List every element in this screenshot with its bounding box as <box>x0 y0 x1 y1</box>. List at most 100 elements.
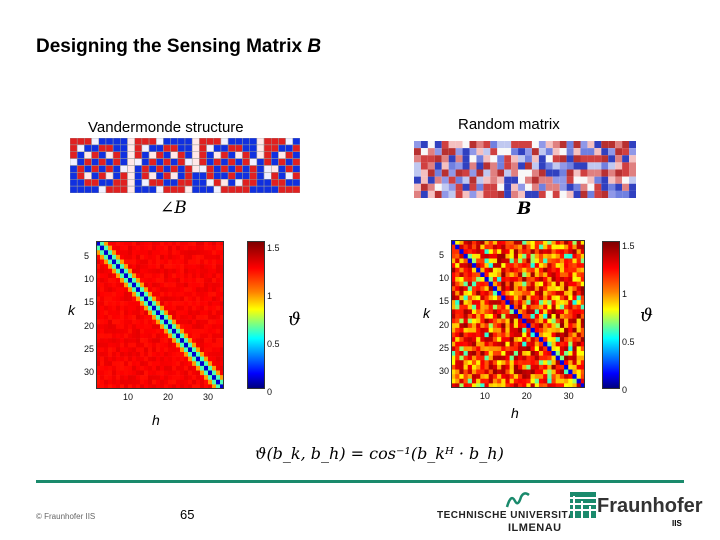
matrix-cell <box>545 155 553 163</box>
matrix-cell <box>120 144 128 153</box>
heatmap-cell <box>492 369 498 375</box>
heatmap-cell <box>168 347 173 353</box>
heatmap-cell <box>501 327 506 333</box>
heatmap-cell <box>220 324 224 330</box>
heatmap-cell <box>172 273 177 279</box>
matrix-cell <box>220 185 229 193</box>
heatmap-cell <box>104 278 109 283</box>
matrix-cell <box>285 185 294 193</box>
heatmap-cell <box>212 356 217 362</box>
heatmap-cell <box>136 245 141 251</box>
heatmap-cell <box>124 305 129 311</box>
heatmap-cell <box>192 315 197 320</box>
heatmap-cell <box>136 379 141 385</box>
matrix-cell <box>455 169 463 177</box>
heatmap-cell <box>576 277 582 282</box>
heatmap-cell <box>547 240 552 245</box>
heatmap-cell <box>513 281 519 287</box>
heatmap-cell <box>505 272 510 278</box>
heatmap-cell <box>564 290 569 296</box>
heatmap-cell <box>509 318 515 324</box>
heatmap-cell <box>497 286 502 292</box>
heatmap-cell <box>196 291 201 297</box>
b-label: B <box>517 199 532 219</box>
heatmap-cell <box>172 245 177 251</box>
heatmap-cell <box>204 356 209 362</box>
matrix-cell <box>504 162 512 170</box>
matrix-cell <box>497 162 505 170</box>
heatmap-cell <box>564 304 569 310</box>
tick-label: 20 <box>163 392 174 402</box>
heatmap-cell <box>120 301 125 307</box>
heatmap-cell <box>180 254 185 260</box>
heatmap-cell <box>522 281 527 287</box>
heatmap-cell <box>459 346 464 352</box>
heatmap-cell <box>136 324 141 330</box>
heatmap-cell <box>112 384 117 389</box>
matrix-cell <box>249 165 258 173</box>
heatmap-cell <box>459 258 464 264</box>
heatmap-cell <box>156 347 161 353</box>
heatmap-cell <box>220 375 224 381</box>
heatmap-cell <box>216 324 221 330</box>
heatmap-cell <box>108 361 113 367</box>
matrix-cell <box>91 172 99 180</box>
heatmap-cell <box>196 347 201 353</box>
matrix-cell <box>462 148 470 156</box>
heatmap-cell <box>164 287 169 293</box>
matrix-cell <box>538 155 546 163</box>
heatmap-cell <box>526 249 531 255</box>
heatmap-cell <box>497 277 502 282</box>
heatmap-cell <box>471 300 477 306</box>
heatmap-cell <box>136 278 141 283</box>
matrix-cell <box>184 172 193 180</box>
heatmap-cell <box>148 319 153 325</box>
heatmap-cell <box>124 291 129 297</box>
heatmap-cell <box>192 352 197 357</box>
matrix-cell <box>427 141 435 149</box>
heatmap-cell <box>196 324 201 330</box>
tick-label: 0 <box>267 387 273 397</box>
heatmap-cell <box>484 309 489 315</box>
heatmap-cell <box>104 264 109 270</box>
heatmap-cell <box>505 267 510 273</box>
heatmap-cell <box>484 258 489 264</box>
heatmap-cell <box>551 290 556 296</box>
heatmap-cell <box>564 355 569 361</box>
heatmap-cell <box>192 250 197 256</box>
heatmap-cell <box>156 278 161 283</box>
matrix-cell <box>263 179 272 187</box>
heatmap-cell <box>480 295 485 301</box>
heatmap-cell <box>128 379 133 385</box>
heatmap-cell <box>455 355 460 361</box>
matrix-cell <box>76 138 85 146</box>
heatmap-cell <box>116 375 121 381</box>
heatmap-cell <box>160 278 165 283</box>
heatmap-cell <box>534 355 540 361</box>
heatmap-cell <box>530 318 536 324</box>
matrix-cell <box>292 151 300 159</box>
heatmap-cell <box>564 369 569 375</box>
heatmap-cell <box>467 286 473 292</box>
matrix-cell <box>227 151 236 159</box>
heatmap-cell <box>538 272 544 278</box>
heatmap-cell <box>200 268 205 274</box>
matrix-cell <box>434 183 442 191</box>
heatmap-cell <box>96 259 101 265</box>
heatmap-cell <box>104 254 109 260</box>
matrix-cell <box>120 179 128 187</box>
heatmap-cell <box>455 369 460 375</box>
heatmap-cell <box>522 314 527 319</box>
heatmap-cell <box>522 309 527 315</box>
heatmap-cell <box>576 318 582 324</box>
matrix-cell <box>120 185 128 193</box>
tick-label: 0.5 <box>622 337 635 347</box>
matrix-cell <box>271 179 279 187</box>
heatmap-cell <box>476 267 481 273</box>
matrix-cell <box>455 190 463 198</box>
heatmap-cell <box>112 268 117 274</box>
heatmap-cell <box>108 379 113 385</box>
matrix-cell <box>163 144 171 153</box>
heatmap-cell <box>568 346 573 352</box>
matrix-cell <box>127 179 135 187</box>
